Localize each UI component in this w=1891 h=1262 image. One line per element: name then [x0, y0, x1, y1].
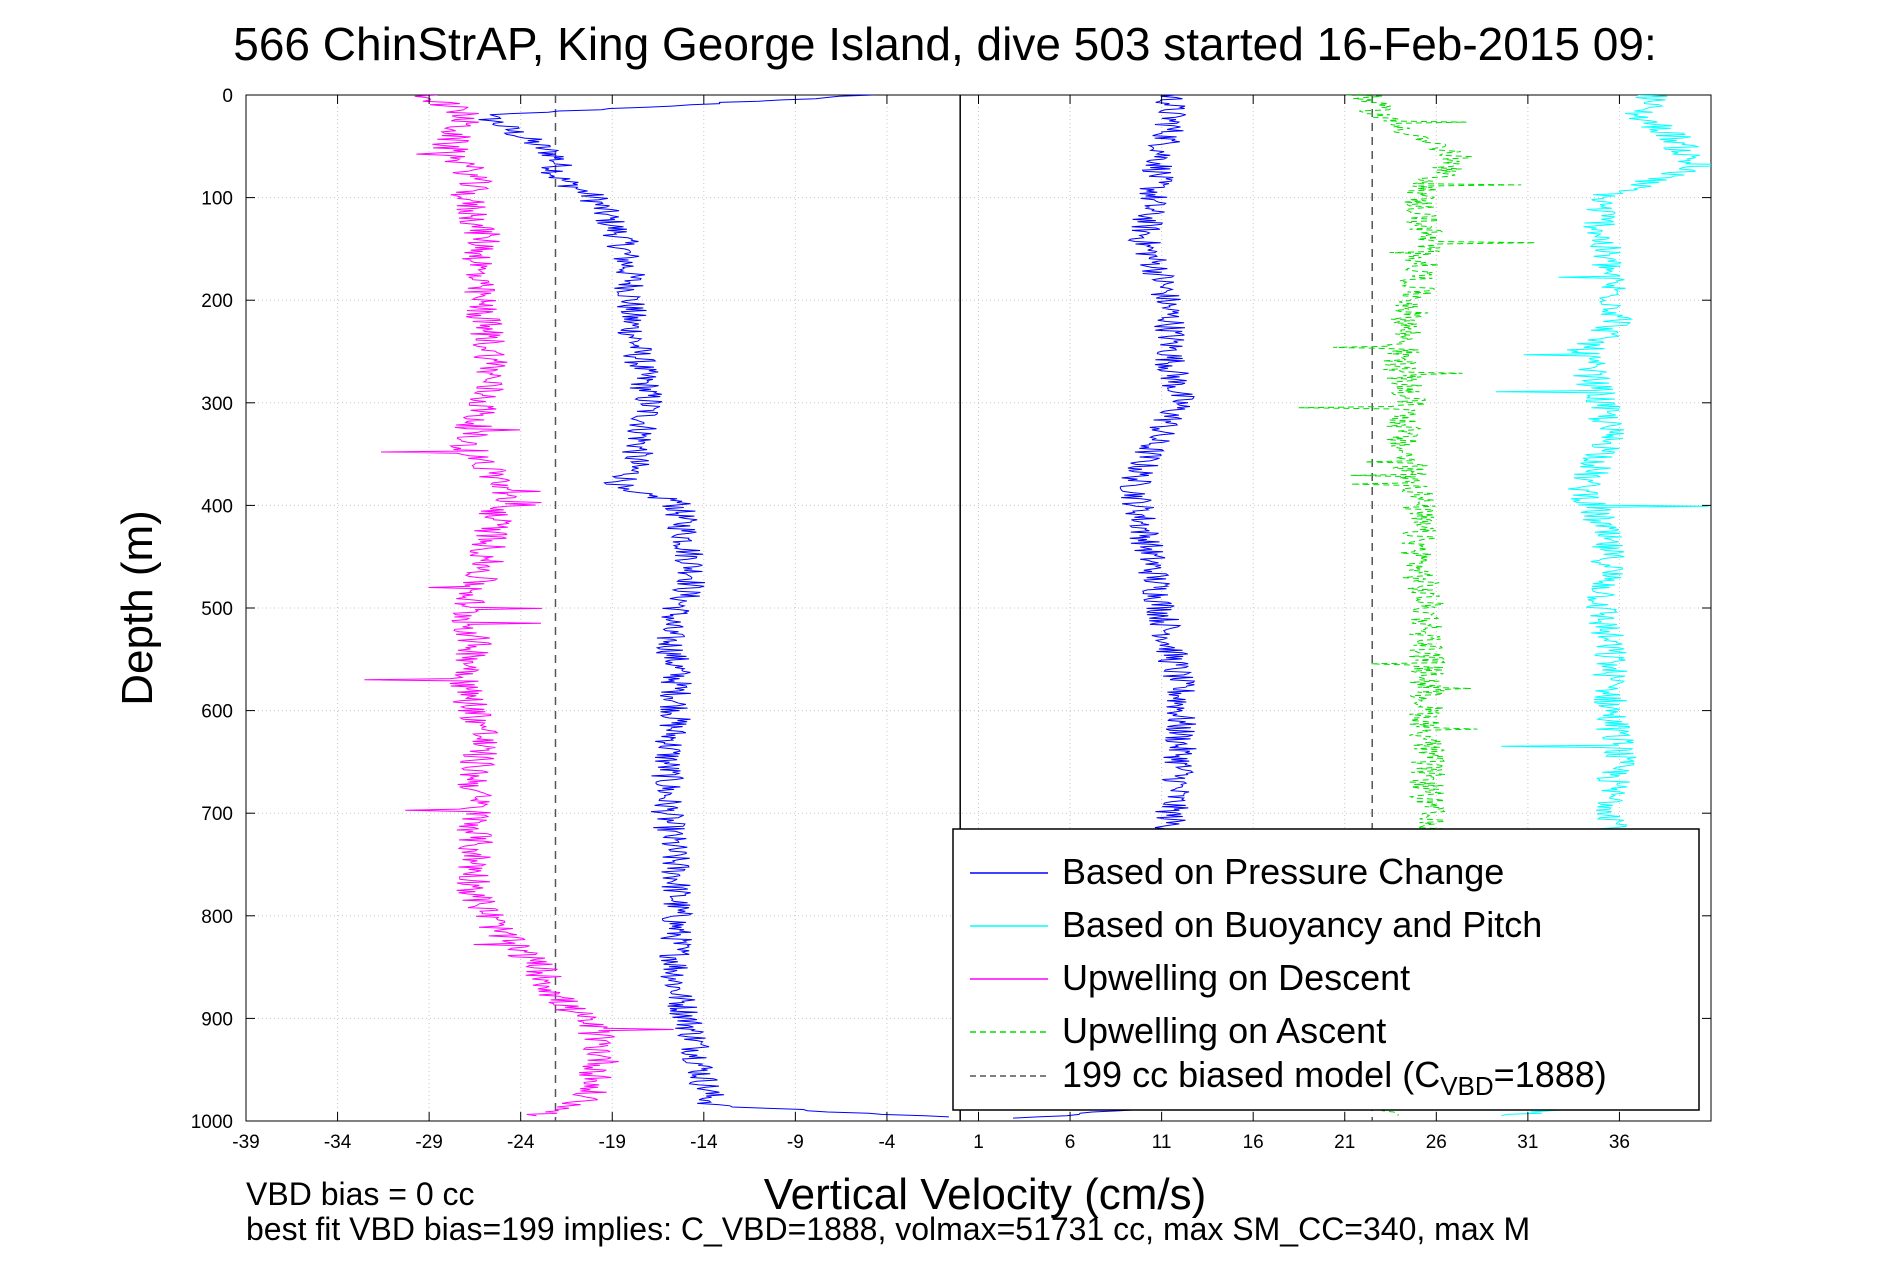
- x-tick-label: -24: [507, 1132, 535, 1153]
- y-axis-label: Depth (m): [113, 510, 162, 706]
- x-tick-label: 11: [1152, 1132, 1172, 1153]
- x-tick-label: -4: [878, 1132, 895, 1153]
- footer-line-1: VBD bias = 0 cc: [246, 1176, 475, 1212]
- y-tick-label: 500: [201, 599, 233, 620]
- legend-label: Based on Pressure Change: [1062, 851, 1504, 892]
- y-tick-label: 800: [201, 907, 233, 928]
- series-line: [478, 95, 949, 1118]
- x-tick-label: -9: [787, 1132, 804, 1153]
- x-tick-label: 16: [1243, 1132, 1264, 1153]
- x-tick-label: -39: [232, 1132, 259, 1153]
- y-tick-label: 600: [201, 702, 233, 723]
- y-tick-label: 700: [201, 804, 233, 825]
- y-tick-label: 900: [201, 1009, 233, 1030]
- legend-label: 199 cc biased model (CVBD=1888): [1062, 1054, 1607, 1101]
- y-tick-label: 0: [222, 86, 233, 107]
- series-line: [1298, 95, 1536, 1116]
- y-tick-label: 100: [201, 189, 233, 210]
- x-tick-label: 26: [1426, 1132, 1447, 1153]
- chart-title: 566 ChinStrAP, King George Island, dive …: [233, 18, 1657, 70]
- legend-box: [952, 828, 1700, 1111]
- x-tick-label: -19: [599, 1132, 626, 1153]
- legend: Based on Pressure Change Based on Buoyanc…: [952, 828, 1700, 1111]
- y-tick-label: 1000: [191, 1112, 233, 1133]
- legend-label: Based on Buoyancy and Pitch: [1062, 904, 1542, 945]
- y-ticks: 0 100 200 300 400 500 600 700 800 900 1000: [191, 86, 1711, 1133]
- series-line: [364, 95, 674, 1117]
- x-tick-label: 31: [1517, 1132, 1538, 1153]
- legend-label: Upwelling on Descent: [1062, 957, 1410, 998]
- x-tick-label: 6: [1065, 1132, 1076, 1153]
- x-tick-label: 1: [973, 1132, 984, 1153]
- x-axis-label: Vertical Velocity (cm/s): [764, 1170, 1207, 1219]
- x-tick-label: -29: [415, 1132, 442, 1153]
- x-tick-label: 21: [1334, 1132, 1355, 1153]
- y-tick-label: 200: [201, 291, 233, 312]
- y-tick-label: 400: [201, 496, 233, 517]
- x-tick-label: -34: [324, 1132, 352, 1153]
- x-tick-label: 36: [1609, 1132, 1630, 1153]
- legend-label: Upwelling on Ascent: [1062, 1010, 1386, 1051]
- footer-line-2: best fit VBD bias=199 implies: C_VBD=188…: [246, 1211, 1530, 1247]
- x-tick-label: -14: [690, 1132, 718, 1153]
- y-tick-label: 300: [201, 394, 233, 415]
- x-ticks: -39 -34 -29 -24 -19 -14 -9 -4 1 6 11 16 21 26 31 36: [232, 95, 1630, 1153]
